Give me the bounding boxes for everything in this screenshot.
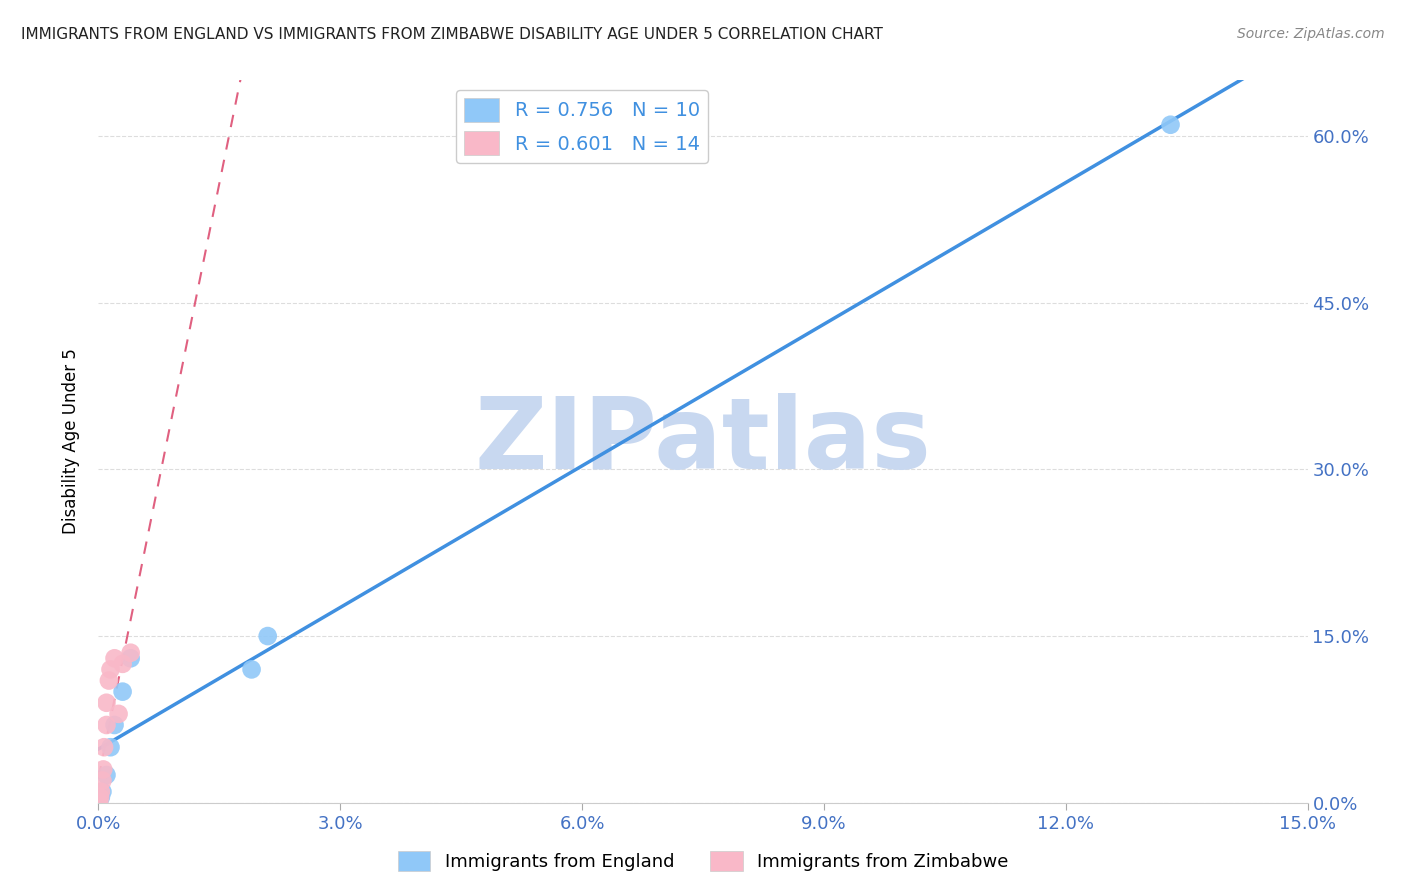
Point [100, 662, 122, 676]
Point [97, 673, 120, 688]
Point [89, 790, 111, 805]
Legend: R = 0.756   N = 10, R = 0.601   N = 14: R = 0.756 N = 10, R = 0.601 N = 14 [457, 90, 707, 162]
Text: Source: ZipAtlas.com: Source: ZipAtlas.com [1237, 27, 1385, 41]
Legend: Immigrants from England, Immigrants from Zimbabwe: Immigrants from England, Immigrants from… [391, 844, 1015, 879]
Point [103, 651, 125, 665]
Point [120, 646, 142, 660]
Text: ZIPatlas: ZIPatlas [475, 393, 931, 490]
Point [96, 768, 118, 782]
Point [111, 657, 134, 671]
Point [91, 785, 114, 799]
Point [96, 696, 118, 710]
Point [240, 662, 263, 676]
Point [96, 718, 118, 732]
Point [90, 785, 112, 799]
Point [120, 651, 142, 665]
Point [90, 790, 112, 805]
Point [256, 629, 278, 643]
Point [103, 718, 125, 732]
Text: IMMIGRANTS FROM ENGLAND VS IMMIGRANTS FROM ZIMBABWE DISABILITY AGE UNDER 5 CORRE: IMMIGRANTS FROM ENGLAND VS IMMIGRANTS FR… [21, 27, 883, 42]
Point [91, 763, 114, 777]
Y-axis label: Disability Age Under 5: Disability Age Under 5 [62, 349, 80, 534]
Point [91, 773, 114, 788]
Point [1160, 118, 1182, 132]
Point [100, 740, 122, 755]
Point [107, 706, 129, 721]
Point [93, 740, 115, 755]
Point [89, 796, 111, 810]
Point [111, 684, 134, 698]
